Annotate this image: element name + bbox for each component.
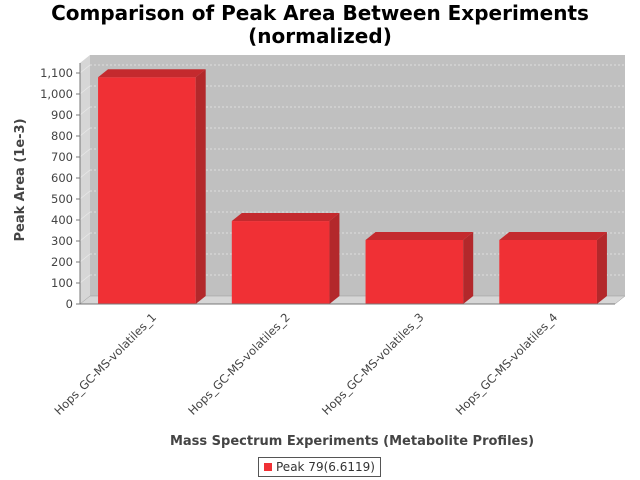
y-tick-label: 200 [51,255,73,269]
axes [76,63,615,305]
y-tick-label: 100 [51,276,73,290]
bar-top [231,213,340,222]
chart-title-line-1: Comparison of Peak Area Between Experime… [51,1,589,25]
y-tick-label: 500 [51,192,73,206]
gridline-wall [79,85,91,95]
y-tick-label: 700 [51,150,73,164]
legend: Peak 79(6.6119) [258,457,381,477]
gridline-wall [79,169,91,179]
gridline-wall [79,148,91,158]
x-tick-label: Hops_GC-MS-volatiles_3 [319,310,426,417]
y-tick-label: 300 [51,234,73,248]
bar-front [231,221,330,304]
y-tick-label: 0 [66,297,73,311]
bar-front [499,239,597,304]
bar-top [98,69,206,78]
y-axis-title: Peak Area (1e-3) [13,118,28,241]
bar [365,231,474,304]
bar-side [195,69,206,304]
bar [499,231,607,304]
y-tick-label: 600 [51,171,73,185]
bar [98,69,206,304]
bar-side [463,231,474,304]
gridline-wall [79,274,91,284]
bar-top [499,231,607,240]
gridline-wall [79,211,91,221]
gridline-wall [79,127,91,137]
bar-front [98,77,196,304]
x-tick-label: Hops_GC-MS-volatiles_1 [52,310,159,417]
chart-title-line-2: (normalized) [248,24,392,48]
bar-side [596,231,607,304]
gridline-wall [79,232,91,242]
chart-title: Comparison of Peak Area Between Experime… [0,2,640,48]
gridline-wall [79,106,91,116]
bar-top [365,231,474,240]
legend-label: Peak 79(6.6119) [276,460,375,474]
x-axis-title: Mass Spectrum Experiments (Metabolite Pr… [170,434,534,449]
y-tick-label: 1,000 [40,87,73,101]
bars [98,69,607,304]
bar-side [329,213,340,304]
gridline-wall [79,64,91,74]
y-tick-label: 1,100 [40,66,73,80]
x-tick-label: Hops_GC-MS-volatiles_2 [185,310,292,417]
plot-left-wall [80,55,90,304]
gridline-wall [79,190,91,200]
bar [231,213,340,304]
y-tick-label: 800 [51,129,73,143]
x-tick-label: Hops_GC-MS-volatiles_4 [453,310,560,417]
bar-front [365,239,464,304]
y-tick-label: 900 [51,108,73,122]
y-tick-label: 400 [51,213,73,227]
gridline-wall [79,253,91,263]
legend-swatch [264,463,272,471]
